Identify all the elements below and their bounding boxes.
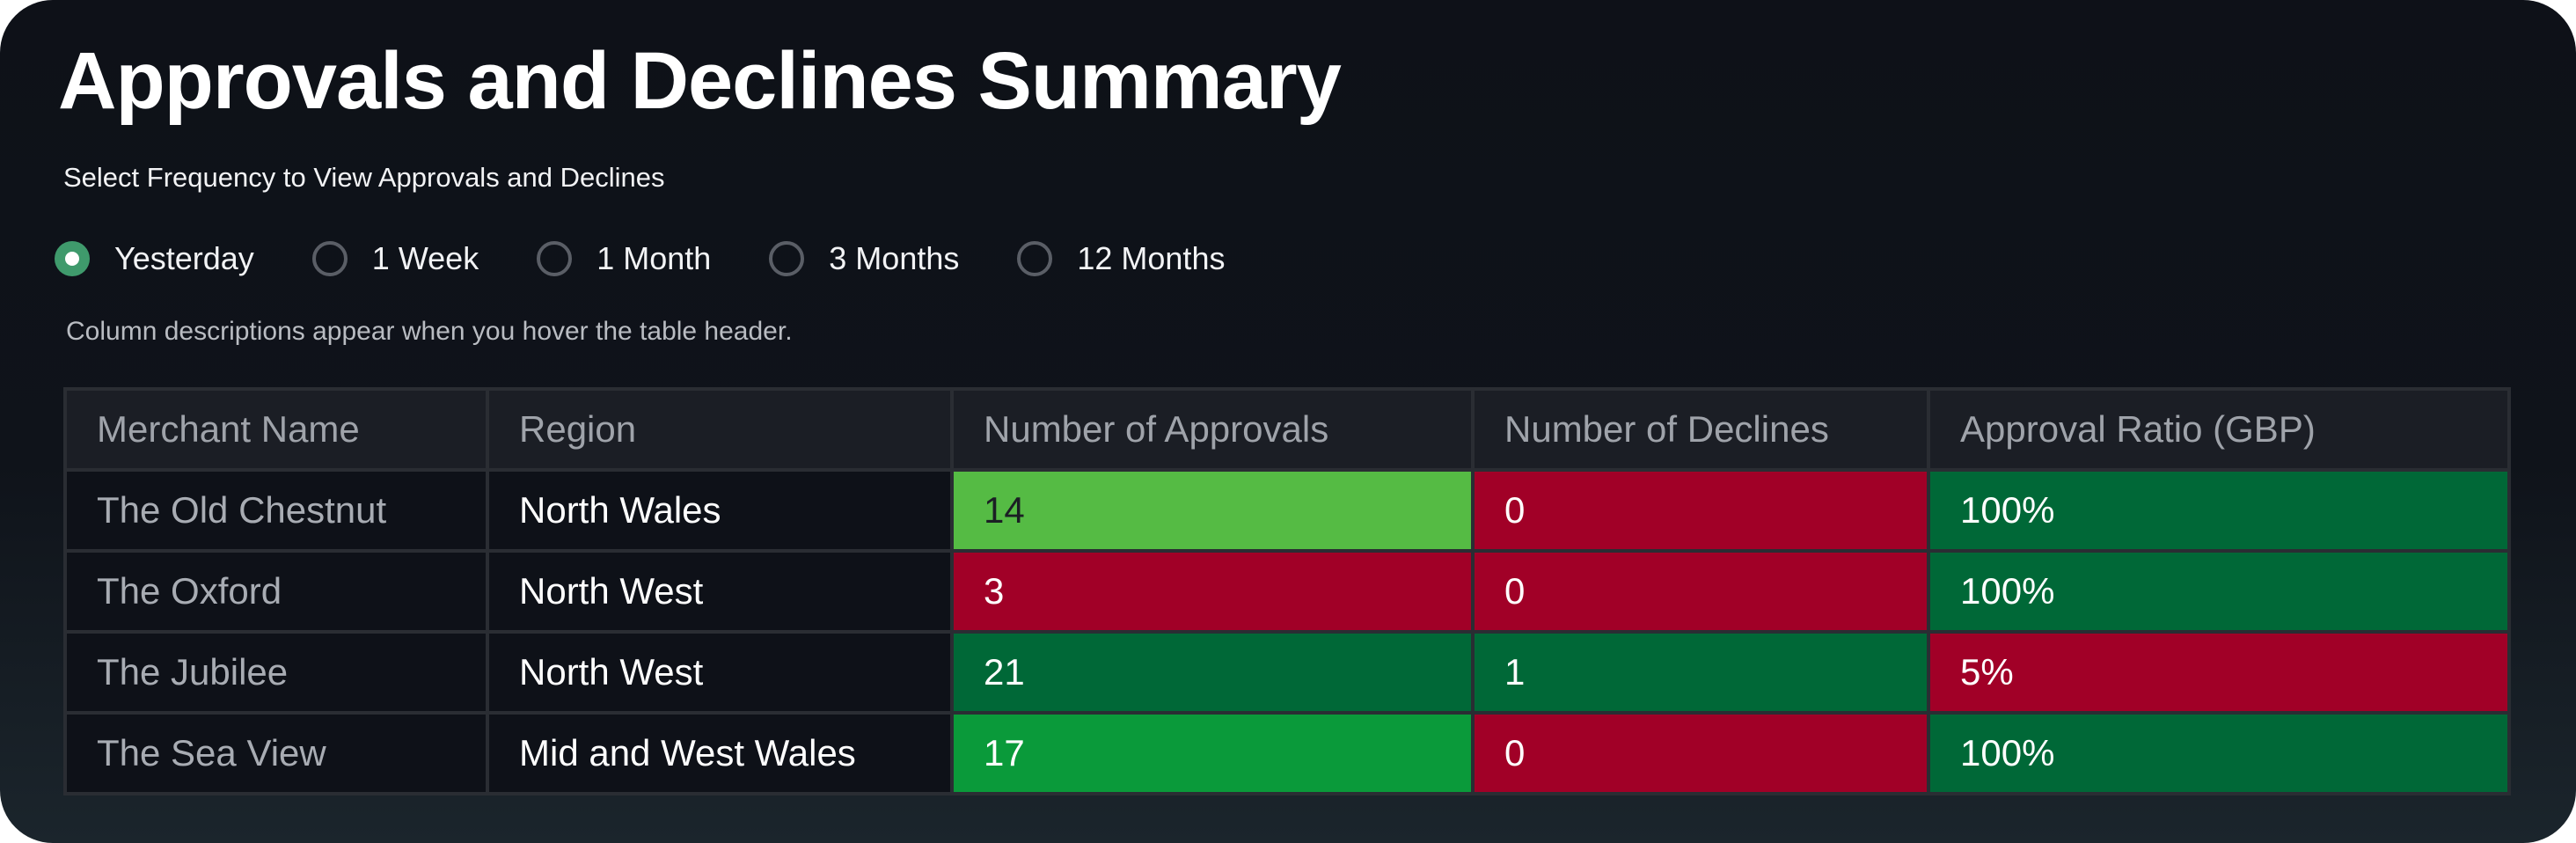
header-region[interactable]: Region [486, 387, 954, 472]
table-row: The Sea View Mid and West Wales 17 0 100… [63, 711, 2511, 795]
radio-unselected-icon [769, 241, 805, 276]
approvals-cell: 3 [950, 549, 1475, 634]
merchant-name-cell: The Jubilee [63, 630, 489, 715]
table-hint-text: Column descriptions appear when you hove… [66, 317, 793, 346]
merchant-name-cell: The Old Chestnut [63, 468, 489, 553]
radio-unselected-icon [1017, 241, 1053, 276]
declines-cell: 0 [1471, 468, 1930, 553]
radio-1-month[interactable]: 1 Month [537, 240, 711, 277]
radio-12-months[interactable]: 12 Months [1017, 240, 1225, 277]
radio-yesterday[interactable]: Yesterday [55, 240, 254, 277]
approval-ratio-cell: 100% [1927, 549, 2511, 634]
radio-label: 12 Months [1077, 240, 1226, 276]
table-header-row: Merchant Name Region Number of Approvals… [63, 387, 2511, 472]
approval-ratio-cell: 100% [1927, 468, 2511, 553]
approvals-cell: 21 [950, 630, 1475, 715]
approvals-cell: 14 [950, 468, 1475, 553]
radio-selected-icon [55, 241, 90, 276]
region-cell: North Wales [486, 468, 954, 553]
header-approval-ratio[interactable]: Approval Ratio (GBP) [1927, 387, 2511, 472]
approvals-table: Merchant Name Region Number of Approvals… [63, 387, 2511, 795]
approval-ratio-cell: 100% [1927, 711, 2511, 795]
page-title: Approvals and Declines Summary [58, 36, 1342, 126]
table-row: The Jubilee North West 21 1 5% [63, 630, 2511, 715]
declines-cell: 0 [1471, 711, 1930, 795]
header-merchant-name[interactable]: Merchant Name [63, 387, 489, 472]
frequency-radio-group: Yesterday 1 Week 1 Month 3 Months 12 Mon… [55, 234, 1225, 283]
radio-1-week[interactable]: 1 Week [311, 240, 479, 277]
radio-label: 3 Months [829, 240, 960, 276]
frequency-label: Select Frequency to View Approvals and D… [63, 162, 665, 193]
declines-cell: 1 [1471, 630, 1930, 715]
merchant-name-cell: The Sea View [63, 711, 489, 795]
radio-label: 1 Month [596, 240, 712, 276]
approvals-cell: 17 [950, 711, 1475, 795]
table-row: The Oxford North West 3 0 100% [63, 549, 2511, 634]
region-cell: Mid and West Wales [486, 711, 954, 795]
approval-ratio-cell: 5% [1927, 630, 2511, 715]
radio-label: Yesterday [114, 240, 254, 276]
radio-unselected-icon [311, 241, 348, 276]
declines-cell: 0 [1471, 549, 1930, 634]
table-row: The Old Chestnut North Wales 14 0 100% [63, 468, 2511, 553]
header-number-of-declines[interactable]: Number of Declines [1471, 387, 1930, 472]
region-cell: North West [486, 630, 954, 715]
header-number-of-approvals[interactable]: Number of Approvals [950, 387, 1475, 472]
radio-unselected-icon [537, 241, 573, 276]
radio-3-months[interactable]: 3 Months [769, 240, 959, 277]
radio-label: 1 Week [371, 240, 479, 276]
merchant-name-cell: The Oxford [63, 549, 489, 634]
region-cell: North West [486, 549, 954, 634]
